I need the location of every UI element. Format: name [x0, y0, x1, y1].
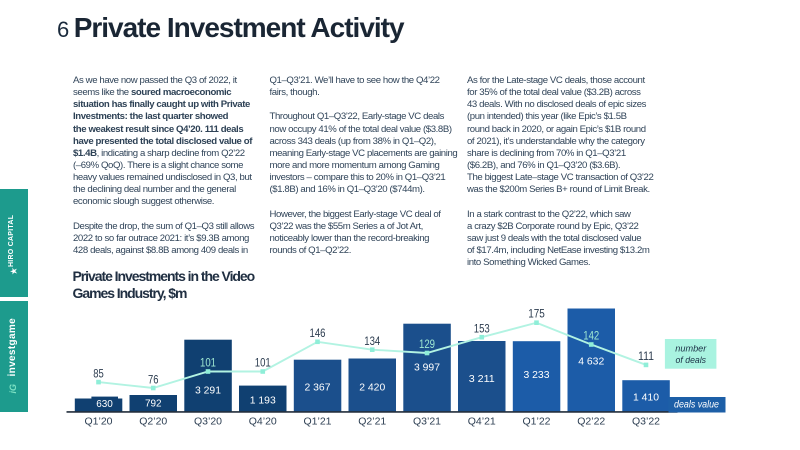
svg-text:85: 85	[93, 367, 104, 381]
svg-text:2 420: 2 420	[359, 382, 385, 393]
svg-text:175: 175	[528, 307, 545, 321]
svg-text:Q4’20: Q4’20	[249, 416, 277, 428]
svg-text:111: 111	[638, 349, 654, 363]
svg-text:129: 129	[419, 337, 435, 351]
svg-text:1 410: 1 410	[633, 392, 659, 403]
svg-text:153: 153	[474, 321, 490, 335]
svg-text:Q1’21: Q1’21	[303, 416, 331, 428]
svg-text:142: 142	[583, 329, 599, 343]
svg-text:101: 101	[255, 356, 271, 370]
svg-text:Q1’20: Q1’20	[84, 416, 112, 428]
svg-text:Q2’21: Q2’21	[358, 416, 386, 428]
svg-text:Q3’21: Q3’21	[413, 416, 441, 428]
svg-text:3 291: 3 291	[195, 385, 221, 396]
svg-text:Q2’20: Q2’20	[139, 416, 167, 428]
svg-text:3 211: 3 211	[469, 374, 495, 385]
svg-text:Q1’22: Q1’22	[522, 416, 550, 428]
svg-text:number: number	[675, 344, 707, 355]
svg-text:76: 76	[148, 372, 159, 386]
svg-text:792: 792	[145, 398, 162, 409]
svg-text:1 193: 1 193	[250, 395, 276, 406]
svg-text:101: 101	[200, 356, 216, 370]
svg-text:Q4’21: Q4’21	[468, 416, 496, 428]
svg-text:deals value: deals value	[674, 400, 719, 411]
svg-text:3 233: 3 233	[524, 370, 550, 381]
svg-text:2 367: 2 367	[305, 382, 331, 393]
svg-text:134: 134	[364, 334, 380, 348]
svg-text:4 632: 4 632	[578, 356, 604, 367]
svg-text:146: 146	[310, 326, 326, 340]
svg-text:630: 630	[96, 399, 113, 410]
svg-text:of deals: of deals	[676, 355, 707, 366]
svg-text:3 997: 3 997	[414, 362, 440, 373]
svg-text:Q3’22: Q3’22	[632, 416, 660, 428]
svg-text:Q2’22: Q2’22	[577, 416, 605, 428]
svg-text:Q3’20: Q3’20	[194, 416, 222, 428]
